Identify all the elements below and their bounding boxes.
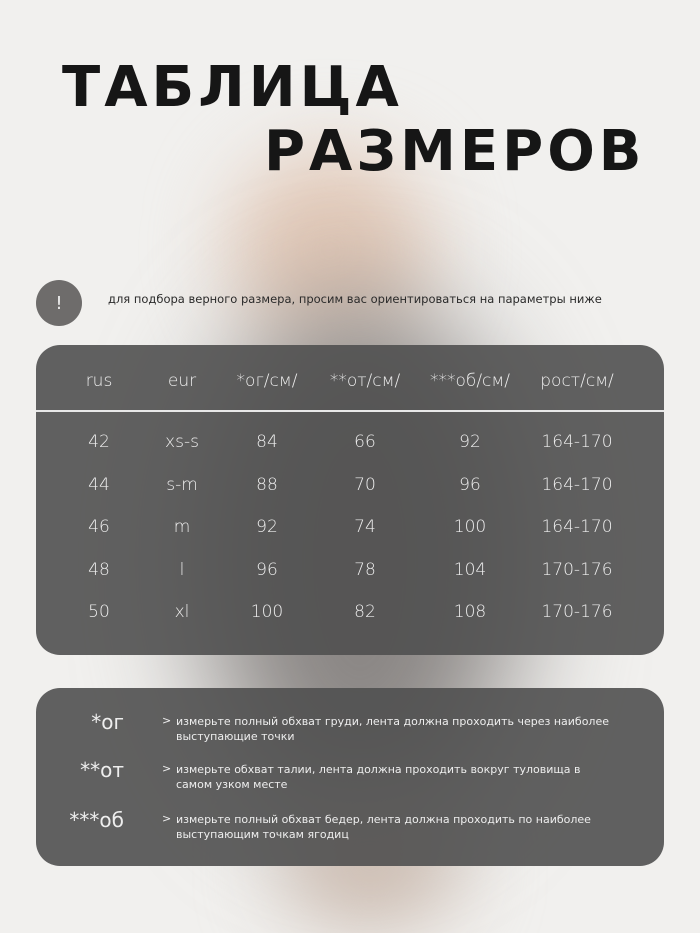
- table-cell: 50: [88, 602, 110, 622]
- table-cell: 92: [256, 517, 278, 537]
- table-cell: 74: [354, 517, 376, 537]
- page-title-line1: ТАБЛИЦА: [62, 55, 403, 120]
- table-cell: 96: [256, 559, 278, 580]
- arrow-icon: >: [162, 762, 172, 775]
- table-cell: 42: [88, 432, 110, 452]
- table-cell: 84: [256, 432, 278, 452]
- table-cell: 46: [88, 517, 110, 537]
- table-cell: 164-170: [541, 474, 613, 495]
- table-cell: 92: [459, 432, 481, 452]
- table-cell: 170-176: [541, 559, 613, 580]
- table-cell: xs-s: [165, 432, 199, 452]
- note-text: измерьте обхват талии, лента должна прох…: [176, 763, 581, 791]
- table-cell: 100: [250, 602, 284, 622]
- column-header: ***об/см/: [430, 371, 510, 391]
- table-cell: 88: [256, 474, 278, 495]
- table-cell: 78: [354, 559, 376, 580]
- table-cell: l: [179, 559, 185, 580]
- table-cell: 44: [88, 474, 110, 495]
- size-table: rus eur *ог/см/ **от/см/ ***об/см/рост/см/ 4…: [36, 345, 664, 655]
- arrow-icon: >: [162, 812, 172, 825]
- arrow-icon: >: [162, 714, 172, 727]
- table-cell: 82: [354, 602, 376, 622]
- page-title-line2: РАЗМЕРОВ: [264, 119, 646, 184]
- note-label: **от: [80, 758, 124, 782]
- exclamation-icon: !: [36, 280, 82, 326]
- table-cell: 170-176: [541, 602, 613, 622]
- table-cell: 164-170: [541, 432, 613, 452]
- measurement-notes: *ог > измерьте полный обхват груди, лента …: [36, 688, 664, 866]
- column-header: eur: [167, 371, 197, 391]
- table-cell: 100: [453, 517, 487, 537]
- note-text: измерьте полный обхват бедер, лента долж…: [176, 813, 591, 841]
- note-text: измерьте полный обхват груди, лента долж…: [176, 715, 609, 743]
- table-cell: m: [173, 517, 191, 537]
- column-header: рост/см/: [540, 371, 614, 391]
- table-cell: 104: [453, 559, 487, 580]
- table-cell: 66: [354, 432, 376, 452]
- table-cell: s-m: [166, 474, 198, 495]
- note-label: ***об: [69, 808, 124, 832]
- table-cell: 48: [88, 559, 110, 580]
- header-divider: [36, 410, 664, 412]
- column-header: rus: [85, 371, 113, 391]
- hint-text: для подбора верного размера, просим вас …: [108, 292, 602, 306]
- table-cell: 108: [453, 602, 487, 622]
- note-label: *ог: [91, 710, 124, 734]
- column-header: **от/см/: [329, 371, 401, 391]
- table-cell: xl: [174, 602, 190, 622]
- table-cell: 164-170: [541, 517, 613, 537]
- table-header: rus eur *ог/см/ **от/см/ ***об/см/рост/см/: [36, 345, 664, 409]
- column-header: *ог/см/: [236, 371, 298, 391]
- table-cell: 96: [459, 474, 481, 495]
- table-cell: 70: [354, 474, 376, 495]
